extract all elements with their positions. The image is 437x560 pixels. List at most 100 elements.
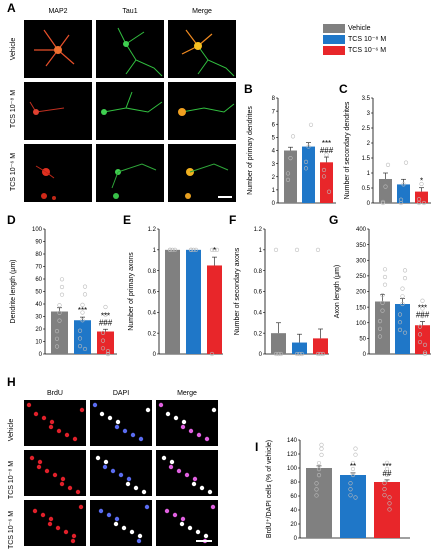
bar-e-2 xyxy=(207,265,222,354)
micrograph-tau1-tcs8 xyxy=(96,82,164,140)
nucleus-r1-c0-0 xyxy=(37,459,43,465)
point-b-0-0 xyxy=(285,177,291,182)
point-g-1-7 xyxy=(400,286,405,291)
point-e-1-3 xyxy=(188,247,194,252)
point-i-0-0 xyxy=(314,493,319,498)
point-c-0-1 xyxy=(383,184,388,189)
y-tick-label-d-6: 60 xyxy=(35,277,42,283)
nucleus-r2-c0-1 xyxy=(71,533,77,539)
nucleus-r0-c2-6 xyxy=(188,428,194,434)
point-i-2-0 xyxy=(382,493,387,498)
bar-i-0 xyxy=(306,468,332,538)
nucleus-r1-c1-8 xyxy=(125,481,131,487)
point-g-0-6 xyxy=(377,318,383,324)
point-d-2-1 xyxy=(103,320,108,325)
nucleus-r1-c1-3 xyxy=(118,472,124,478)
point-i-0-7 xyxy=(316,460,322,466)
point-g-0-8 xyxy=(382,267,388,272)
nucleus-r0-c1-2 xyxy=(138,436,144,442)
nucleus-r1-c2-7 xyxy=(168,464,174,470)
nucleus-r0-c2-7 xyxy=(211,407,217,413)
nucleus-r2-c1-3 xyxy=(129,529,135,535)
panelA-row-tcs8: TCS 10⁻⁸ M xyxy=(10,89,17,129)
point-f-0-2 xyxy=(278,351,284,357)
nucleus-r0-c1-1 xyxy=(115,419,121,425)
nucleus-r1-c0-5 xyxy=(44,468,50,474)
annotation-d-1-0: *** xyxy=(78,306,87,315)
nucleus-r0-c0-3 xyxy=(41,415,47,421)
annotation-b-2-0: *** xyxy=(322,139,331,148)
point-c-1-1 xyxy=(401,182,406,187)
panel-letter-d: D xyxy=(7,213,16,227)
point-g-2-7 xyxy=(420,298,425,303)
point-i-2-7 xyxy=(384,460,390,465)
point-g-2-3 xyxy=(417,332,423,337)
nucleus-r0-c0-1 xyxy=(49,419,55,425)
nucleus-r2-c0-3 xyxy=(63,529,69,535)
panelH-col-brdu: BrdU xyxy=(47,390,63,397)
point-i-2-1 xyxy=(384,472,390,477)
point-b-1-2 xyxy=(308,122,314,127)
bar-f-2 xyxy=(313,338,328,354)
nucleus-r1-c0-2 xyxy=(29,455,35,461)
y-tick-label-c-6: 3 xyxy=(367,111,371,117)
nucleus-r2-c1-2 xyxy=(106,512,112,518)
y-axis-label-e: Number of primary axons xyxy=(128,252,135,331)
chart-e: 0 0.2 0.4 0.6 0.8 1 1.2 Number of primary axons… xyxy=(128,227,223,358)
point-d-1-5 xyxy=(82,284,88,289)
point-f-0-1 xyxy=(276,351,281,357)
panelH-row-tcs6: TCS 10⁻⁶ M xyxy=(8,510,15,550)
point-g-0-4 xyxy=(380,300,385,305)
nucleus-r0-c2-4 xyxy=(196,432,202,438)
point-d-0-3 xyxy=(54,336,60,341)
annotation-d-2-1: ### xyxy=(99,318,113,327)
nucleus-r1-c2-2 xyxy=(161,455,167,461)
nucleus-r0-c1-5 xyxy=(99,411,105,417)
nucleus-r0-c2-8 xyxy=(180,424,186,430)
point-i-2-2 xyxy=(387,507,392,512)
nucleus-r0-c1-0 xyxy=(92,402,98,408)
nucleus-r1-c1-1 xyxy=(126,476,132,482)
y-tick-label-b-4: 4 xyxy=(272,149,276,155)
point-b-0-3 xyxy=(285,171,291,176)
nucleus-r2-c0-2 xyxy=(40,512,46,518)
point-g-2-6 xyxy=(417,324,423,329)
nucleus-r1-c0-8 xyxy=(59,481,65,487)
nucleus-r0-c2-5 xyxy=(165,411,171,417)
point-i-0-4 xyxy=(316,466,322,472)
panelA-col-merge: Merge xyxy=(192,8,212,15)
nucleus-r0-c2-3 xyxy=(173,415,179,421)
bar-b-2 xyxy=(320,162,333,203)
annotation-d-2-0: *** xyxy=(101,311,110,320)
micrograph-merge-tcs6 xyxy=(168,144,236,202)
nucleus-r2-c2-5 xyxy=(187,525,193,531)
point-g-1-2 xyxy=(402,275,408,281)
legend-swatch-tcs8 xyxy=(323,35,345,44)
annotation-i-1-0: ** xyxy=(350,462,356,471)
bar-e-1 xyxy=(186,249,201,354)
nucleus-r2-c1-0 xyxy=(114,516,120,522)
bar-i-2 xyxy=(374,482,400,538)
point-i-2-5 xyxy=(387,501,392,506)
nucleus-r0-c0-7 xyxy=(79,407,85,413)
y-tick-label-d-2: 20 xyxy=(35,327,42,333)
bar-c-2 xyxy=(415,191,428,203)
y-axis-label-b: Number of primary dendrites xyxy=(247,106,254,195)
nucleus-r0-c2-1 xyxy=(181,419,187,425)
point-g-1-5 xyxy=(402,268,408,273)
bar-f-1 xyxy=(292,342,307,354)
panel-letter-a: A xyxy=(7,1,16,15)
nucleus-r1-c0-3 xyxy=(52,472,58,478)
y-axis-label-d: Dendrite length (μm) xyxy=(10,260,17,324)
y-tick-label-g-4: 200 xyxy=(356,290,367,296)
point-i-2-3 xyxy=(382,487,387,492)
y-tick-label-b-7: 7 xyxy=(272,109,276,115)
panel-letter-h: H xyxy=(7,375,16,389)
point-d-0-7 xyxy=(57,303,62,308)
panelA-col-tau1: Tau1 xyxy=(122,8,138,15)
nucleus-r0-c1-6 xyxy=(122,428,128,434)
nucleus-r0-c0-4 xyxy=(64,432,70,438)
point-i-1-1 xyxy=(350,472,356,478)
annotation-g-2-1: ### xyxy=(416,311,430,320)
annotation-g-2-0: *** xyxy=(418,304,427,313)
